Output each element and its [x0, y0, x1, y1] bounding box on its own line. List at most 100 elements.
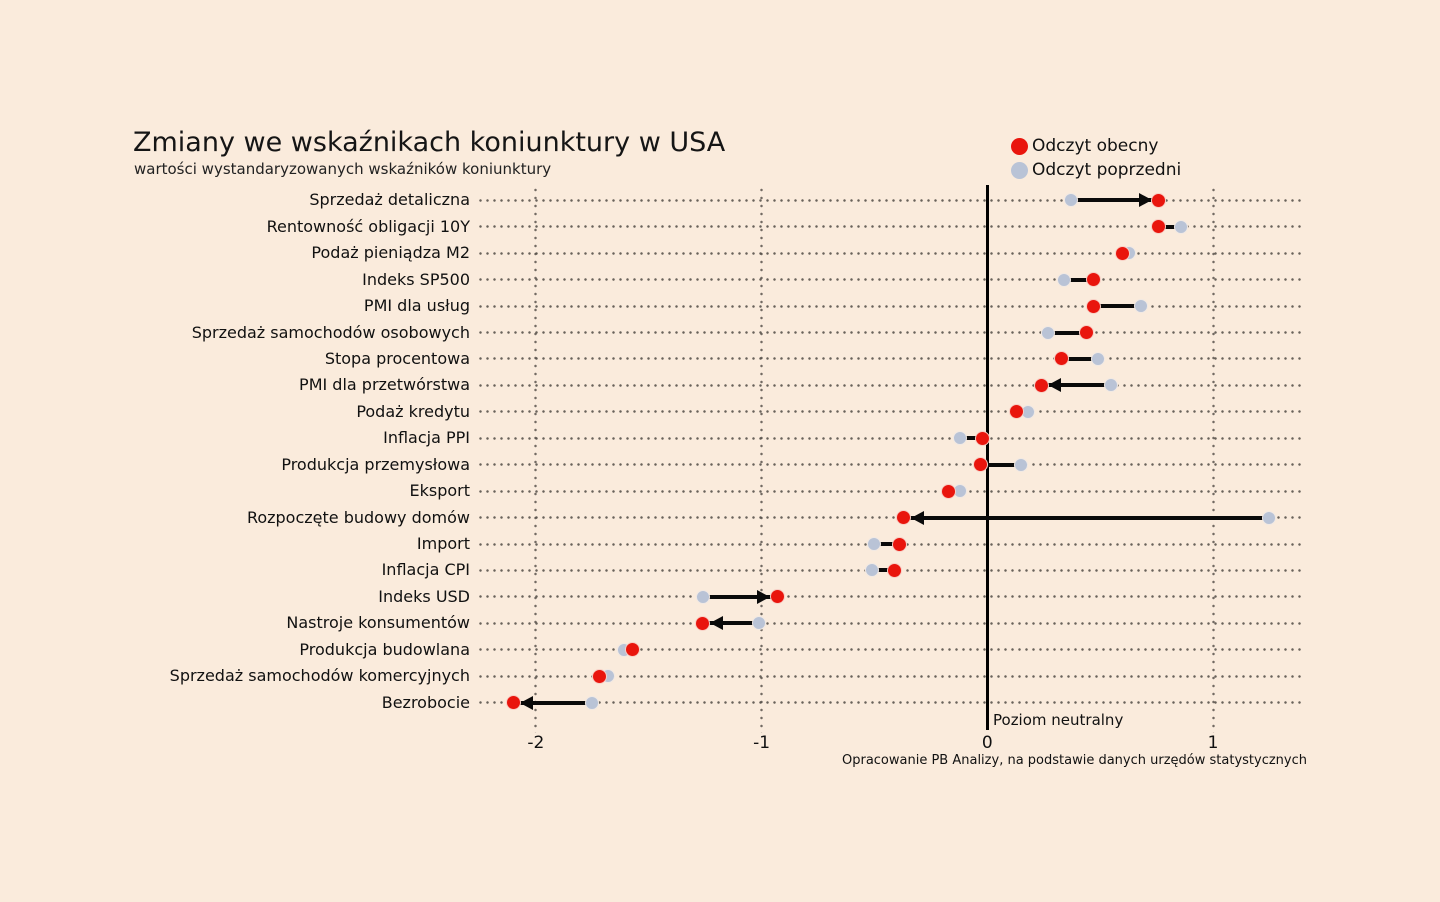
previous-reading-dot [1057, 272, 1072, 287]
previous-reading-dot [1063, 193, 1078, 208]
row-label: Eksport [409, 481, 470, 501]
grid-row-line [477, 648, 1304, 652]
arrow-head-icon [757, 589, 771, 604]
neutral-zero-line [985, 185, 989, 730]
connector-line [960, 436, 983, 441]
arrow-head-icon [520, 695, 534, 710]
previous-reading-dot [1014, 457, 1029, 472]
row-label: Sprzedaż samochodów osobowych [191, 322, 470, 342]
grid-row-line [477, 621, 1304, 625]
grid-row-line [477, 463, 1304, 467]
x-tick-label: 0 [981, 733, 993, 753]
previous-reading-dot [1133, 299, 1148, 314]
row-label: Bezrobocie [381, 692, 470, 712]
previous-reading-dot [1090, 351, 1105, 366]
previous-reading-dot [1174, 219, 1189, 234]
previous-reading-dot [585, 695, 600, 710]
legend-item-previous: Odczyt poprzedni [1011, 158, 1181, 182]
grid-row-line [477, 304, 1304, 308]
row-label: PMI dla przetwórstwa [299, 375, 470, 395]
current-reading-dot [1085, 272, 1101, 288]
grid-row-line [477, 516, 1304, 520]
row-label: Produkcja przemysłowa [281, 454, 470, 474]
current-reading-dot [695, 615, 711, 631]
connector-line [1041, 383, 1112, 388]
previous-reading-dot [1262, 510, 1277, 525]
legend-item-current: Odczyt obecny [1011, 134, 1181, 158]
row-label: Indeks USD [378, 586, 470, 606]
row-label: Sprzedaż samochodów komercyjnych [169, 666, 470, 686]
grid-col-line [760, 186, 764, 733]
grid-row-line [477, 595, 1304, 599]
current-reading-dot [769, 589, 785, 605]
row-label: Sprzedaż detaliczna [309, 190, 470, 210]
row-label: Stopa procentowa [324, 348, 470, 368]
previous-reading-dot [695, 589, 710, 604]
grid-row-line [477, 410, 1304, 414]
current-reading-dot [1151, 219, 1167, 235]
grid-col-line [534, 186, 538, 733]
connector-line [1061, 356, 1098, 361]
connector-line [1048, 330, 1087, 335]
previous-reading-dot-icon [1011, 161, 1028, 179]
grid-row-line [477, 701, 1304, 705]
grid-row-line [477, 331, 1304, 334]
grid-row-line [477, 436, 1304, 440]
row-label: Nastroje konsumentów [286, 613, 470, 633]
previous-reading-dot [865, 563, 880, 578]
current-reading-dot [625, 642, 641, 658]
legend: Odczyt obecny Odczyt poprzedni [1011, 134, 1181, 182]
connector-line [874, 542, 900, 547]
row-label: Podaż pieniądza M2 [311, 243, 470, 263]
chart-subtitle: wartości wystandaryzowanych wskaźników k… [134, 160, 552, 178]
current-reading-dot [896, 510, 912, 526]
row-label: Inflacja CPI [381, 560, 470, 580]
connector-line [513, 700, 593, 705]
previous-reading-dot [752, 616, 767, 631]
current-reading-dot [505, 695, 521, 711]
previous-reading-dot [1104, 378, 1119, 393]
row-label: PMI dla usług [363, 296, 470, 316]
connector-line [1158, 224, 1182, 229]
current-reading-dot [975, 430, 991, 446]
current-reading-dot [887, 562, 903, 578]
current-reading-dot-icon [1011, 137, 1028, 155]
arrow-head-icon [1048, 378, 1062, 393]
row-label: Import [416, 534, 470, 554]
x-tick-label: -1 [753, 733, 771, 753]
current-reading-dot [891, 536, 907, 552]
current-reading-dot [1115, 245, 1131, 261]
connector-line [1070, 198, 1159, 203]
connector-line [872, 568, 895, 573]
current-reading-dot [1009, 404, 1025, 420]
grid-row-line [477, 198, 1304, 202]
current-reading-dot [973, 457, 989, 473]
connector-line [1093, 304, 1141, 309]
legend-label-current: Odczyt obecny [1032, 136, 1159, 156]
row-label: Indeks SP500 [362, 269, 470, 289]
current-reading-dot [1151, 192, 1167, 208]
row-label: Rozpoczęte budowy domów [246, 507, 470, 527]
current-reading-dot [1079, 325, 1095, 340]
previous-reading-dot [953, 431, 968, 446]
arrow-head-icon [709, 616, 723, 631]
connector-line [702, 594, 778, 599]
previous-reading-dot [1041, 325, 1056, 340]
row-label: Produkcja budowlana [299, 639, 470, 659]
grid-row-line [477, 357, 1304, 361]
arrow-head-icon [910, 510, 924, 525]
grid-row-line [477, 278, 1304, 282]
x-tick-label: -2 [527, 733, 545, 753]
row-label: Inflacja PPI [383, 428, 470, 448]
grid-col-line [1211, 186, 1215, 733]
current-reading-dot [591, 668, 607, 684]
x-tick-label: 1 [1207, 733, 1219, 753]
row-label: Podaż kredytu [356, 401, 470, 421]
connector-line [903, 515, 1270, 520]
connector-line [980, 462, 1022, 467]
current-reading-dot [1054, 351, 1070, 367]
current-reading-dot [1033, 377, 1049, 393]
neutral-level-label: Poziom neutralny [993, 711, 1124, 729]
source-note: Opracowanie PB Analizy, na podstawie dan… [841, 753, 1307, 768]
